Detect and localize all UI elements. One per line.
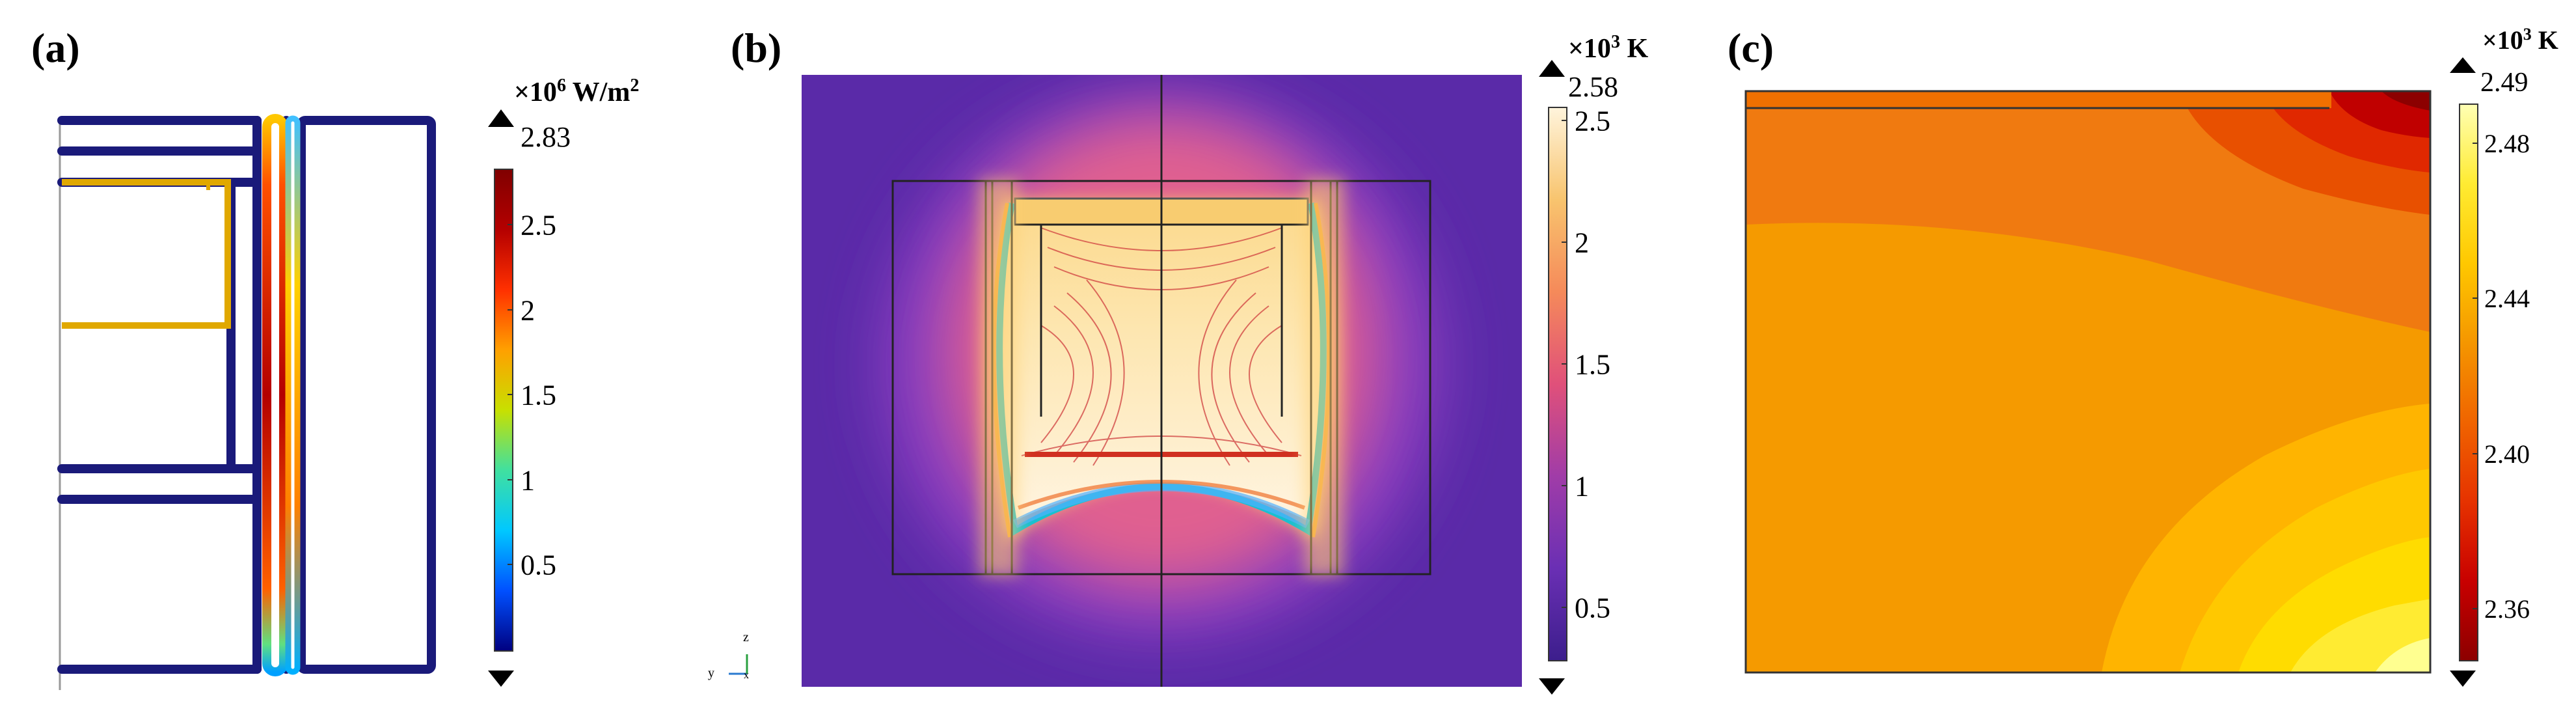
axis-x-label: x bbox=[744, 670, 749, 681]
panel-a: (a) bbox=[31, 25, 639, 690]
coil-geometry-a bbox=[57, 114, 436, 690]
temperature-contours-c bbox=[1746, 91, 2430, 672]
colorbar-a: ×106 W/m2 2.83 2.5 2 1.5 1 0.5 bbox=[488, 76, 639, 687]
colorbar-b: ×103 K 2.58 2.5 2 1.5 1 0.5 bbox=[1539, 32, 1648, 695]
colorbar-tick-label: 1 bbox=[521, 464, 535, 496]
colorbar-tick-label: 0.5 bbox=[1575, 592, 1610, 624]
colorbar-b-unit: ×103 K bbox=[1568, 32, 1648, 64]
colorbar-b-bar bbox=[1548, 107, 1567, 661]
colorbar-a-unit: ×106 W/m2 bbox=[514, 76, 639, 108]
panel-b: (b) bbox=[708, 25, 1648, 695]
max-marker-b bbox=[1539, 60, 1565, 77]
min-marker-c bbox=[2450, 671, 2476, 687]
panel-a-label: (a) bbox=[31, 25, 80, 71]
colorbar-tick-label: 2.36 bbox=[2484, 594, 2530, 624]
colorbar-tick-label: 2.40 bbox=[2484, 439, 2530, 469]
colorbar-c-bar bbox=[2459, 104, 2478, 661]
max-marker-c bbox=[2450, 57, 2476, 73]
colorbar-tick-label: 1 bbox=[1575, 470, 1589, 502]
colorbar-a-ticks: 2.5 2 1.5 1 0.5 bbox=[508, 209, 556, 581]
colorbar-b-max: 2.58 bbox=[1568, 71, 1618, 103]
temperature-field-b bbox=[802, 75, 1522, 687]
min-marker-a bbox=[488, 671, 514, 687]
axes-triad: z y x bbox=[708, 630, 749, 681]
colorbar-b-ticks: 2.5 2 1.5 1 0.5 bbox=[1562, 105, 1610, 624]
panel-c-label: (c) bbox=[1728, 25, 1774, 71]
colorbar-c-unit: ×103 K bbox=[2482, 25, 2558, 55]
panel-c: (c) ×103 K 2.49 2.48 2.44 2.40 2.36 bbox=[1728, 25, 2558, 687]
colorbar-tick-label: 2.5 bbox=[1575, 105, 1610, 137]
axis-z-label: z bbox=[743, 630, 749, 644]
colorbar-tick-label: 2.44 bbox=[2484, 284, 2530, 313]
colorbar-c-max: 2.49 bbox=[2480, 68, 2529, 98]
colorbar-a-bar bbox=[494, 169, 513, 652]
colorbar-tick-label: 2 bbox=[1575, 227, 1589, 258]
colorbar-tick-label: 2.48 bbox=[2484, 129, 2530, 158]
colorbar-c: ×103 K 2.49 2.48 2.44 2.40 2.36 bbox=[2450, 25, 2558, 687]
colorbar-a-max: 2.83 bbox=[521, 121, 571, 153]
colorbar-c-ticks: 2.48 2.44 2.40 2.36 bbox=[2473, 129, 2530, 624]
panel-b-label: (b) bbox=[731, 25, 781, 71]
colorbar-tick-label: 2.5 bbox=[521, 209, 556, 241]
colorbar-tick-label: 2 bbox=[521, 294, 535, 326]
colorbar-tick-label: 1.5 bbox=[521, 379, 556, 411]
min-marker-b bbox=[1539, 678, 1565, 695]
axis-y-label: y bbox=[708, 666, 714, 680]
max-marker-a bbox=[488, 109, 514, 127]
colorbar-tick-label: 0.5 bbox=[521, 549, 556, 581]
colorbar-tick-label: 1.5 bbox=[1575, 348, 1610, 380]
